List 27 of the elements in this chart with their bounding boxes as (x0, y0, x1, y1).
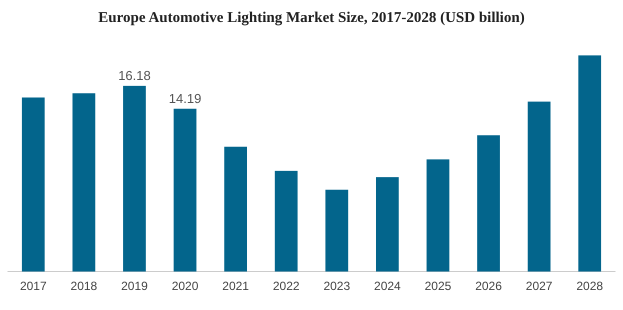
bar (72, 93, 96, 272)
bar (325, 190, 348, 272)
bar (22, 97, 45, 272)
x-tick-label: 2023 (323, 279, 350, 294)
bar (528, 102, 551, 272)
x-tick-label: 2019 (121, 279, 148, 294)
bar (426, 159, 450, 272)
x-tick-label: 2020 (172, 279, 199, 294)
bar (123, 86, 146, 272)
chart-title: Europe Automotive Lighting Market Size, 2017-2028 (USD billion) (97, 9, 526, 28)
bar (224, 146, 248, 272)
x-tick-label: 2018 (70, 279, 98, 294)
bar (376, 177, 399, 272)
x-tick-label: 2025 (424, 279, 452, 294)
x-tick-label: 2024 (374, 279, 402, 294)
data-label: 16.18 (118, 68, 151, 83)
x-tick-label: 2028 (576, 279, 604, 294)
x-tick-label: 2021 (222, 279, 250, 294)
x-tick-label: 2026 (475, 279, 502, 294)
x-tick-label: 2022 (272, 279, 300, 294)
bar (477, 135, 500, 272)
data-label: 14.19 (168, 90, 202, 106)
x-tick-label: 2017 (20, 279, 47, 294)
bar (174, 108, 196, 272)
bar (578, 55, 602, 272)
bar (274, 170, 298, 272)
x-tick-label: 2027 (526, 279, 553, 294)
